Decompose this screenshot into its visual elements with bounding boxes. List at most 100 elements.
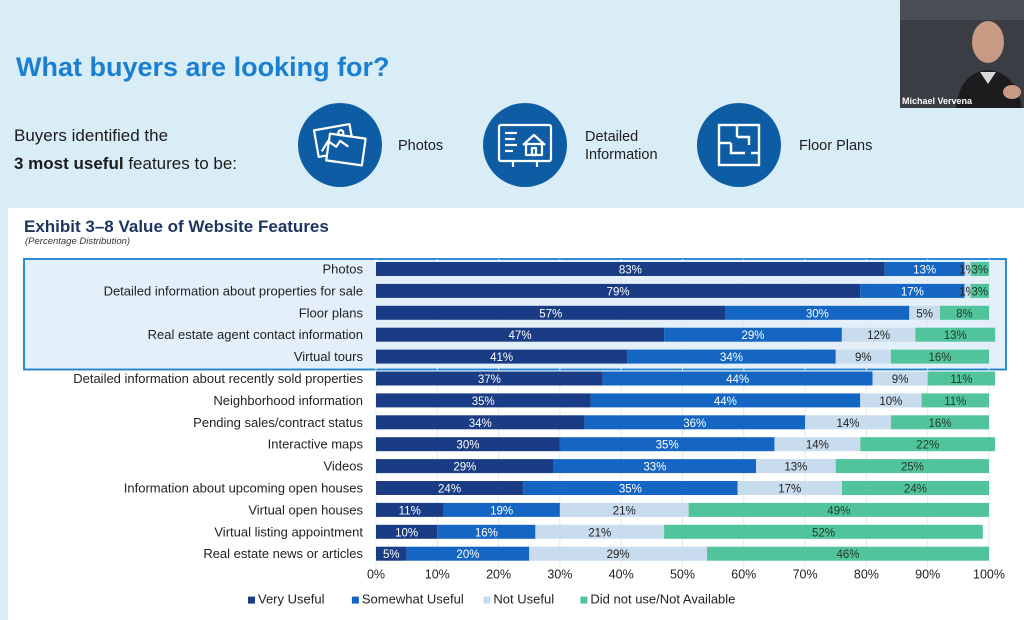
data-label: 57% xyxy=(539,308,562,320)
bar-segment xyxy=(970,262,989,276)
data-label: 13% xyxy=(944,330,967,342)
bar-segment xyxy=(376,262,885,276)
category-label: Pending sales/contract status xyxy=(193,415,363,430)
bar-segment xyxy=(890,415,989,430)
chart-panel: Photos 83% 13% 1% 3% Detailed information abo… xyxy=(8,208,1024,620)
data-label: 44% xyxy=(714,396,737,408)
bar-segment xyxy=(756,459,836,474)
detailed-info-feature-circle xyxy=(483,103,567,187)
data-label: 35% xyxy=(619,484,642,496)
bar-segment xyxy=(688,502,989,517)
bar-segment xyxy=(915,327,996,342)
bar-segment xyxy=(841,481,989,495)
data-label: 13% xyxy=(784,462,807,474)
data-label: 14% xyxy=(806,440,829,452)
bar-segment xyxy=(627,349,836,364)
bar-segment xyxy=(376,349,628,364)
bar-segment xyxy=(927,371,996,386)
intro-text: Buyers identified the 3 most useful feat… xyxy=(14,122,237,178)
data-label: 14% xyxy=(836,418,859,430)
bar-segment xyxy=(376,305,726,320)
data-label: 8% xyxy=(956,308,973,320)
x-tick-label: 40% xyxy=(609,568,634,582)
bar-segment xyxy=(376,283,861,298)
data-label: 41% xyxy=(490,352,513,364)
data-label: 46% xyxy=(836,549,859,561)
x-tick-label: 50% xyxy=(670,568,695,582)
data-label: 22% xyxy=(916,440,939,452)
bar-segment xyxy=(559,502,689,517)
bar-segment xyxy=(921,393,989,408)
legend-swatch xyxy=(248,596,255,604)
legend-swatch xyxy=(483,596,491,604)
legend-label: Very Useful xyxy=(258,592,325,607)
data-label: 9% xyxy=(855,352,872,364)
bar-segment xyxy=(602,371,873,386)
bar-segment xyxy=(535,524,665,539)
data-label: 11% xyxy=(944,396,966,408)
bar-segment xyxy=(939,305,989,320)
bar-segment xyxy=(584,415,806,430)
bar-segment xyxy=(376,393,591,408)
data-label: 3% xyxy=(971,286,988,298)
bar-segment xyxy=(376,327,665,342)
bar-segment xyxy=(964,262,971,276)
floor-plan-icon xyxy=(717,123,761,167)
house-info-icon xyxy=(497,123,553,167)
legend-label: Did not use/Not Available xyxy=(590,592,735,607)
bar-segment xyxy=(970,283,989,298)
bar-segment xyxy=(725,305,910,320)
feature-label-floor-plans: Floor Plans xyxy=(799,138,873,154)
data-label: 36% xyxy=(683,418,706,430)
bar-segment xyxy=(376,481,524,495)
category-label: Virtual open houses xyxy=(248,502,363,517)
x-tick-label: 10% xyxy=(425,568,450,582)
slide-title: What buyers are looking for? xyxy=(16,52,390,82)
bar-segment xyxy=(872,371,928,386)
x-tick-label: 0% xyxy=(367,568,385,582)
x-tick-label: 100% xyxy=(973,568,1005,582)
presenter-name: Michael Vervena xyxy=(902,96,973,106)
bar-segment xyxy=(443,502,560,517)
bar-segment xyxy=(664,327,842,342)
data-label: 37% xyxy=(478,374,501,386)
data-label: 16% xyxy=(475,527,498,539)
intro-line1: Buyers identified the xyxy=(14,126,169,145)
presenter-video xyxy=(900,0,1024,108)
x-tick-label: 60% xyxy=(731,568,756,582)
data-label: 11% xyxy=(399,505,421,517)
data-label: 47% xyxy=(509,330,532,342)
bar-segment xyxy=(559,437,775,452)
data-label: 34% xyxy=(469,418,492,430)
data-label: 21% xyxy=(588,527,611,539)
data-label: 52% xyxy=(812,527,835,539)
intro-rest: features to be: xyxy=(123,154,237,173)
x-tick-label: 80% xyxy=(854,568,879,582)
chart-title: Exhibit 3–8 Value of Website Features xyxy=(24,217,329,236)
data-label: 5% xyxy=(916,308,933,320)
feature-label-photos: Photos xyxy=(398,138,444,154)
floor-plans-feature-circle xyxy=(697,103,781,187)
bar-segment xyxy=(376,546,407,561)
data-label: 44% xyxy=(726,374,749,386)
category-label: Neighborhood information xyxy=(213,393,363,408)
bar-segment xyxy=(376,524,438,539)
category-label: Detailed information about recently sold… xyxy=(73,371,363,386)
data-label: 17% xyxy=(901,286,924,298)
data-label: 17% xyxy=(778,484,801,496)
data-label: 20% xyxy=(456,549,479,561)
x-tick-label: 30% xyxy=(547,568,572,582)
data-label: 24% xyxy=(438,484,461,496)
legend-swatch xyxy=(351,596,359,604)
category-label: Real estate agent contact information xyxy=(148,327,363,342)
bar-segment xyxy=(406,546,530,561)
bar-segment xyxy=(860,393,922,408)
bar-segment xyxy=(860,437,996,452)
data-label: 49% xyxy=(827,505,850,517)
data-label: 35% xyxy=(656,440,679,452)
bar-segment xyxy=(835,459,989,474)
data-label: 24% xyxy=(904,484,927,496)
data-label: 16% xyxy=(928,352,951,364)
bar-segment xyxy=(909,305,940,320)
data-label: 21% xyxy=(613,505,636,517)
